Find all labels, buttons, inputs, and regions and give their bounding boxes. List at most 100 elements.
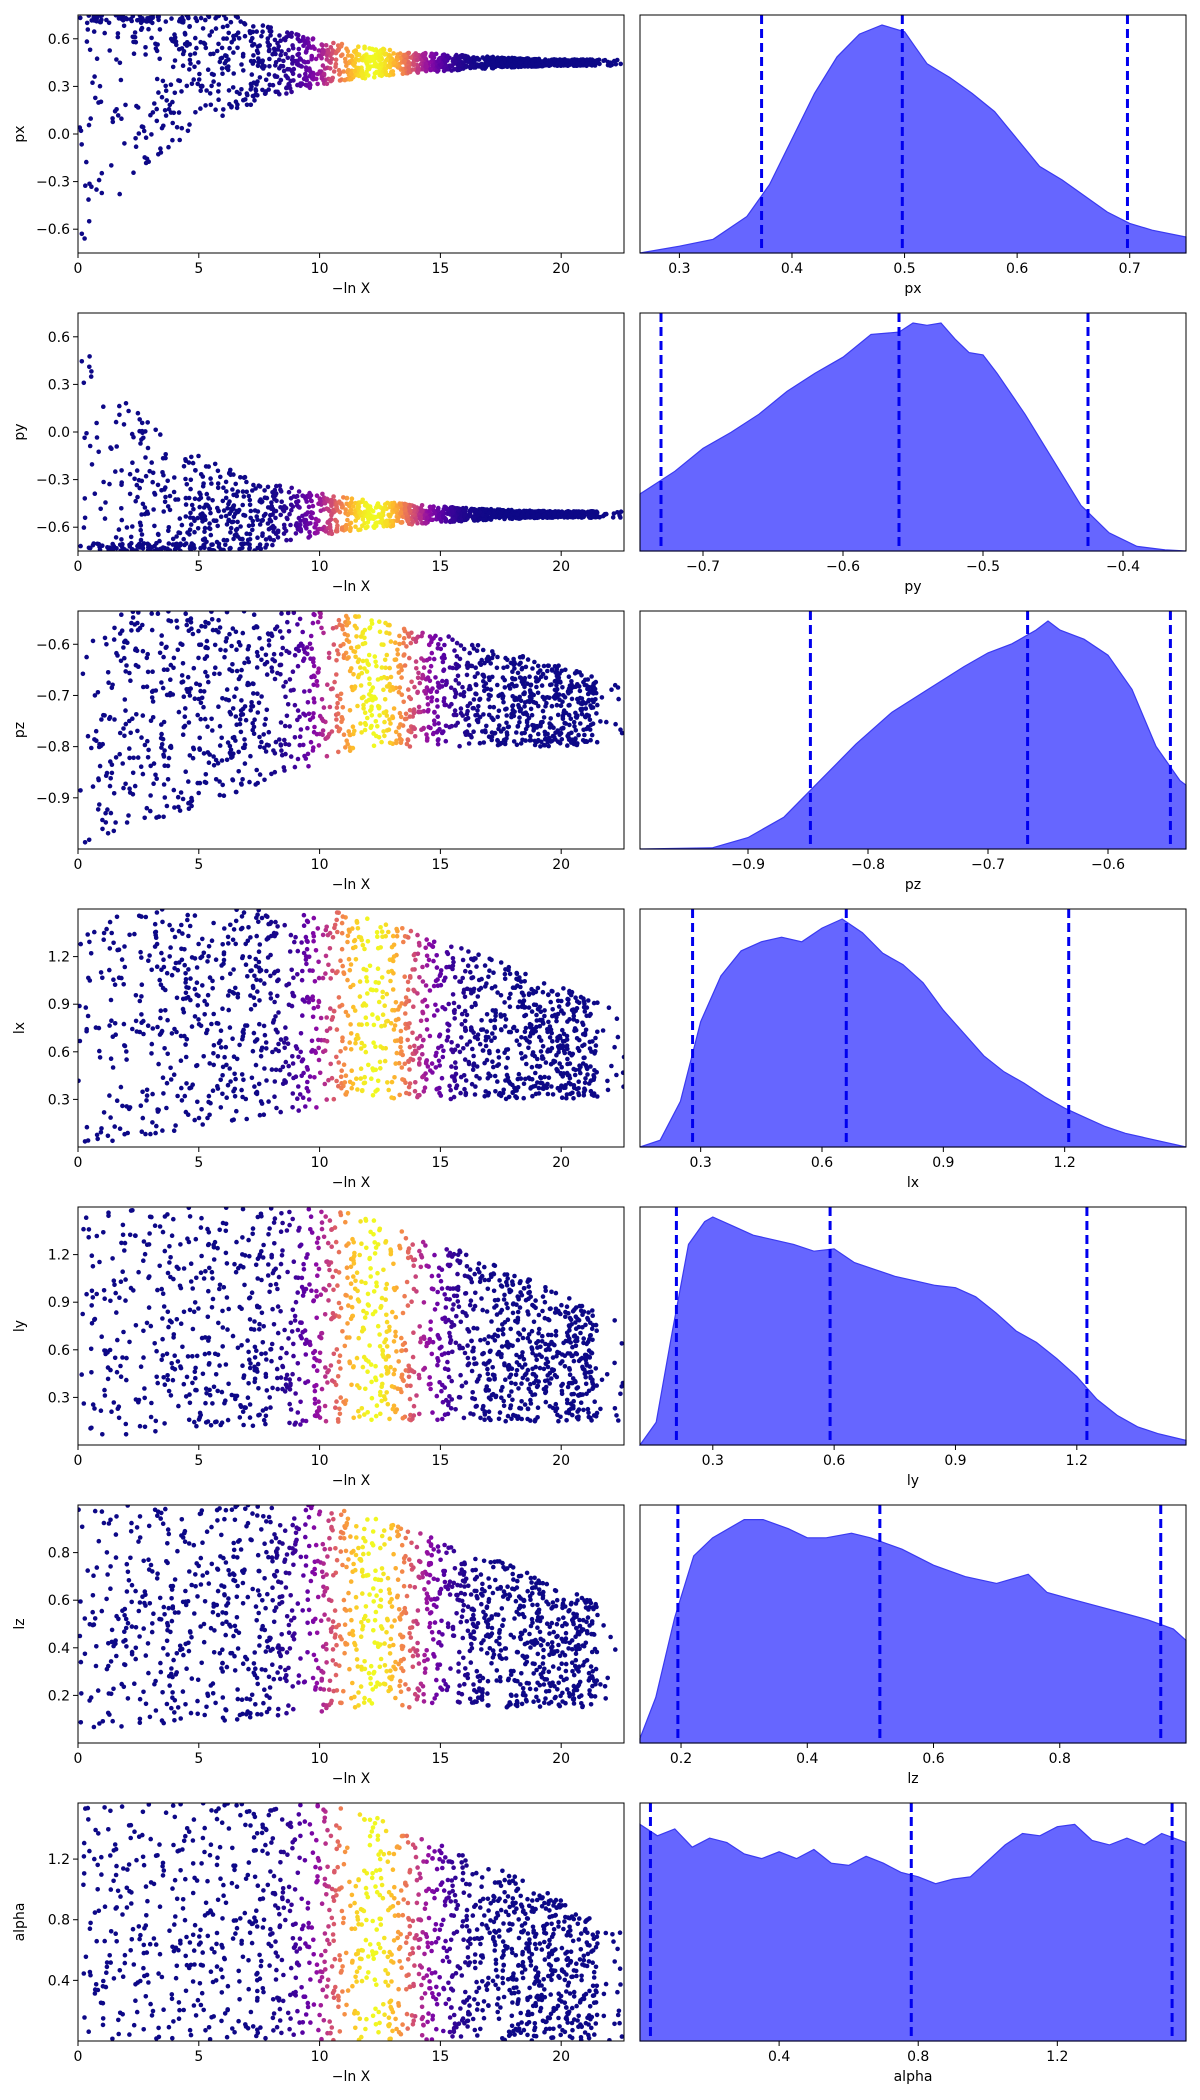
scatter-point bbox=[306, 764, 311, 769]
scatter-point bbox=[440, 1054, 446, 1060]
scatter-point bbox=[379, 642, 385, 647]
scatter-point bbox=[245, 656, 250, 661]
scatter-point bbox=[529, 712, 535, 718]
scatter-point bbox=[325, 519, 331, 525]
scatter-point bbox=[328, 686, 334, 692]
scatter-point bbox=[324, 753, 330, 759]
scatter-point bbox=[92, 491, 98, 497]
scatter-point bbox=[425, 702, 431, 707]
scatter-point bbox=[187, 67, 192, 72]
scatter-point bbox=[211, 763, 217, 768]
scatter-point bbox=[358, 683, 364, 688]
scatter-point bbox=[566, 674, 572, 679]
scatter-point bbox=[230, 626, 236, 631]
scatter-point bbox=[344, 656, 350, 661]
scatter-point bbox=[178, 790, 184, 795]
scatter-point bbox=[186, 806, 192, 811]
scatter-point bbox=[97, 802, 102, 807]
scatter-point bbox=[141, 541, 147, 546]
scatter-point bbox=[561, 986, 566, 991]
scatter-point bbox=[458, 706, 464, 711]
scatter-point bbox=[256, 483, 262, 489]
scatter-point bbox=[267, 82, 273, 88]
scatter-point bbox=[542, 743, 548, 748]
scatter-point bbox=[146, 548, 152, 551]
scatter-point bbox=[491, 704, 497, 710]
scatter-point bbox=[351, 649, 356, 654]
scatter-point bbox=[138, 527, 143, 533]
scatter-point bbox=[583, 706, 589, 711]
scatter-point bbox=[554, 1052, 559, 1058]
scatter-point bbox=[549, 668, 555, 673]
scatter-point bbox=[395, 647, 400, 653]
scatter-point bbox=[292, 764, 298, 770]
scatter-point bbox=[187, 24, 192, 30]
scatter-point bbox=[288, 502, 294, 508]
scatter-point bbox=[320, 47, 326, 52]
scatter-point bbox=[257, 734, 262, 740]
scatter-point bbox=[358, 1046, 364, 1051]
scatter-point bbox=[527, 674, 532, 679]
scatter-point bbox=[255, 56, 261, 61]
y-tick-label: −0.7 bbox=[36, 688, 70, 704]
scatter-point bbox=[508, 58, 513, 63]
scatter-point bbox=[334, 658, 339, 663]
scatter-point bbox=[443, 505, 449, 510]
scatter-point bbox=[197, 746, 202, 751]
scatter-point bbox=[255, 50, 261, 56]
scatter-point bbox=[123, 401, 129, 406]
scatter-point bbox=[479, 61, 485, 67]
scatter-point bbox=[469, 642, 475, 648]
scatter-point bbox=[366, 66, 371, 71]
scatter-point bbox=[416, 670, 421, 676]
scatter-point bbox=[107, 48, 112, 53]
scatter-point bbox=[89, 18, 94, 23]
x-axis-label: −ln X bbox=[332, 579, 371, 595]
scatter-point bbox=[585, 677, 591, 682]
scatter-point bbox=[136, 477, 142, 483]
scatter-point bbox=[209, 617, 215, 622]
scatter-point bbox=[266, 743, 272, 748]
scatter-point bbox=[246, 659, 252, 665]
scatter-point bbox=[497, 513, 503, 519]
scatter-point bbox=[182, 30, 188, 36]
scatter-point bbox=[495, 742, 501, 748]
scatter-point bbox=[415, 689, 421, 695]
scatter-point bbox=[186, 495, 192, 501]
x-tick-label: 0.4 bbox=[781, 261, 803, 277]
scatter-point bbox=[281, 68, 287, 74]
scatter-point bbox=[451, 712, 457, 718]
scatter-point bbox=[260, 518, 265, 523]
x-tick-label: 0.7 bbox=[1119, 261, 1141, 277]
scatter-point bbox=[267, 47, 272, 52]
scatter-point bbox=[467, 650, 473, 656]
scatter-point bbox=[272, 769, 278, 775]
scatter-point bbox=[528, 706, 534, 712]
density-panel-2: −0.9 −0.8 −0.7 −0.6pz bbox=[639, 610, 1187, 893]
scatter-point bbox=[90, 80, 95, 85]
scatter-point bbox=[127, 471, 133, 477]
scatter-point bbox=[367, 692, 372, 697]
scatter-point bbox=[198, 688, 203, 694]
scatter-point bbox=[268, 518, 274, 524]
scatter-point bbox=[231, 751, 236, 756]
scatter-point bbox=[425, 695, 431, 701]
scatter-point bbox=[359, 1040, 365, 1046]
scatter-point bbox=[416, 704, 422, 710]
scatter-point bbox=[560, 685, 565, 690]
scatter-point bbox=[474, 712, 480, 718]
scatter-point bbox=[487, 677, 492, 683]
scatter-point bbox=[242, 745, 247, 751]
scatter-point bbox=[255, 710, 261, 715]
scatter-point bbox=[154, 776, 159, 781]
scatter-point bbox=[331, 40, 336, 46]
scatter-point bbox=[108, 1056, 114, 1061]
scatter-point bbox=[176, 47, 182, 52]
scatter-point bbox=[448, 685, 454, 690]
scatter-point bbox=[139, 1012, 144, 1017]
scatter-point bbox=[172, 934, 178, 940]
scatter-point bbox=[414, 666, 419, 671]
scatter-point bbox=[440, 513, 446, 519]
scatter-point bbox=[195, 515, 200, 521]
scatter-point bbox=[187, 515, 193, 520]
